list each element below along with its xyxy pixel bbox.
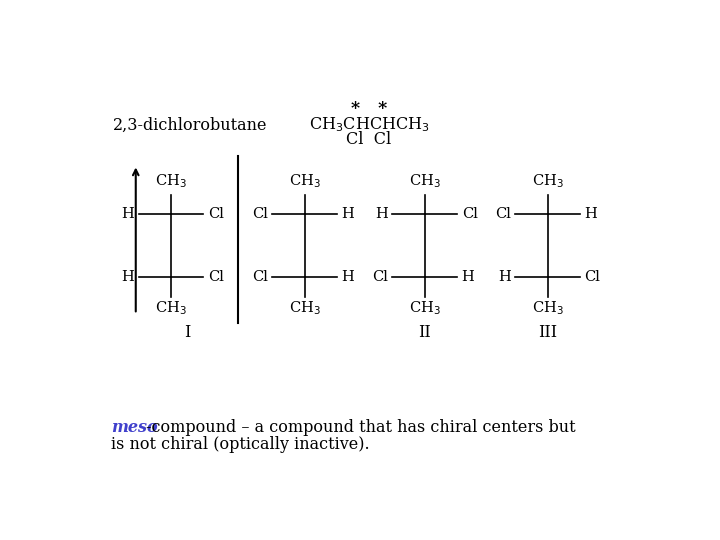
Text: Cl  Cl: Cl Cl	[346, 131, 392, 148]
Text: is not chiral (optically inactive).: is not chiral (optically inactive).	[111, 435, 370, 453]
Text: II: II	[418, 325, 431, 341]
Text: H: H	[585, 207, 597, 221]
Text: CH$_3$: CH$_3$	[531, 300, 564, 318]
Text: CH$_3$: CH$_3$	[155, 173, 186, 191]
Text: Cl: Cl	[208, 207, 224, 221]
Text: CH$_3$: CH$_3$	[409, 173, 441, 191]
Text: CH$_3$: CH$_3$	[531, 173, 564, 191]
Text: Cl: Cl	[252, 270, 268, 284]
Text: H: H	[462, 270, 474, 284]
Text: 2,3-dichlorobutane: 2,3-dichlorobutane	[113, 117, 268, 133]
Text: Cl: Cl	[372, 270, 388, 284]
Text: Cl: Cl	[462, 207, 477, 221]
Text: CH$_3$: CH$_3$	[409, 300, 441, 318]
Text: CH$_3$: CH$_3$	[289, 173, 320, 191]
Text: III: III	[538, 325, 557, 341]
Text: H: H	[498, 270, 510, 284]
Text: CH$_3$: CH$_3$	[155, 300, 186, 318]
Text: H: H	[342, 270, 354, 284]
Text: meso: meso	[111, 419, 158, 436]
Text: H: H	[122, 270, 134, 284]
Text: Cl: Cl	[252, 207, 268, 221]
Text: Cl: Cl	[208, 270, 224, 284]
Text: Cl: Cl	[585, 270, 600, 284]
Text: H: H	[122, 207, 134, 221]
Text: CH$_3$: CH$_3$	[289, 300, 320, 318]
Text: *   *: * *	[351, 100, 387, 117]
Text: H: H	[375, 207, 388, 221]
Text: CH$_3$CHCHCH$_3$: CH$_3$CHCHCH$_3$	[309, 116, 429, 134]
Text: -compound – a compound that has chiral centers but: -compound – a compound that has chiral c…	[145, 419, 575, 436]
Text: H: H	[342, 207, 354, 221]
Text: I: I	[184, 325, 191, 341]
Text: Cl: Cl	[495, 207, 510, 221]
